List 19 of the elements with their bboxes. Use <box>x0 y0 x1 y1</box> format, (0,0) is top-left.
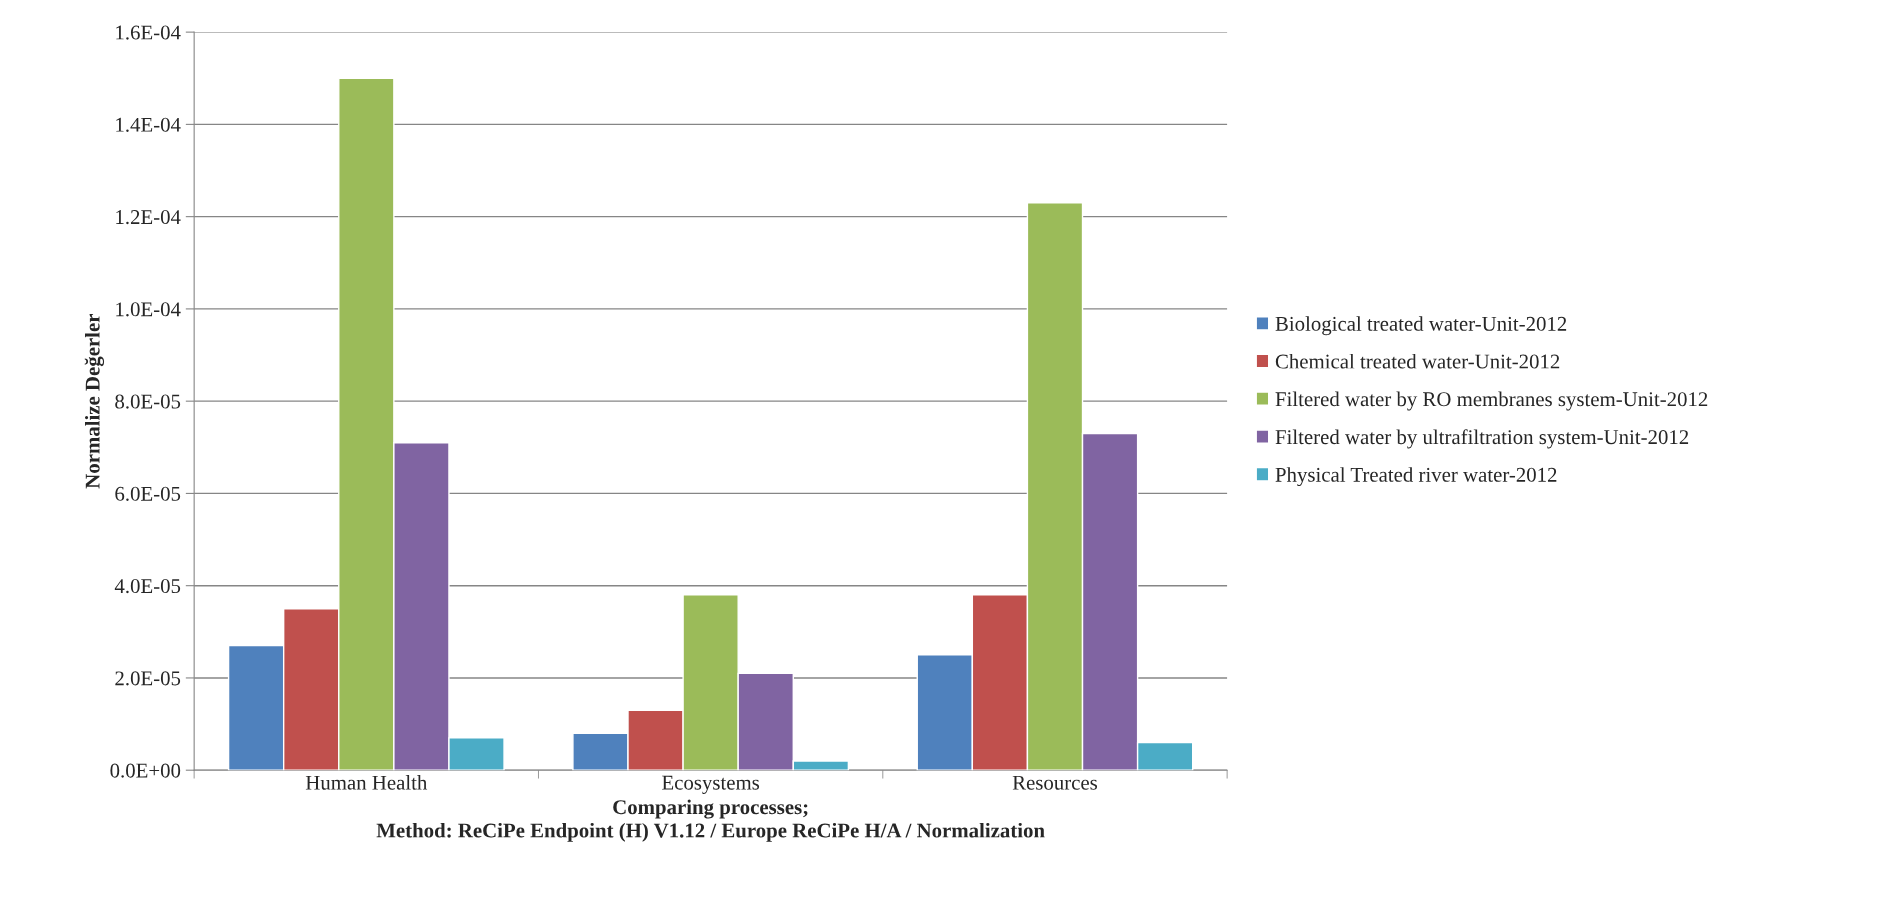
legend-label: Filtered water by RO membranes system-Unit-2012 <box>1275 391 1708 411</box>
legend-label: Biological treated water-Unit-2012 <box>1275 316 1567 336</box>
y-tick-label: 1.0E-04 <box>116 302 181 317</box>
y-tick-label: 4.0E-05 <box>114 579 181 594</box>
y-axis-title: Normalize Değerler <box>84 314 105 489</box>
y-tick-label: 1.4E-04 <box>116 117 181 132</box>
x-tick-label: Ecosystems <box>662 775 760 794</box>
legend-label: Filtered water by ultrafiltration system-Unit-2012 <box>1275 429 1689 449</box>
x-axis-title: Comparing processes; Method: ReCiPe Endpoint (H) V1.12 / Europe ReCiPe H/A / Normalization <box>376 799 1045 842</box>
y-tick-label: 2.0E-05 <box>115 671 181 686</box>
legend-label: Physical Treated river water-2012 <box>1275 467 1557 487</box>
x-tick-label: Resources <box>1012 775 1098 790</box>
x-tick-label: Human Health <box>305 775 428 790</box>
y-tick-label: 1.2E-04 <box>116 210 181 225</box>
legend-label: Chemical treated water-Unit-2012 <box>1275 353 1560 369</box>
y-tick-label: 1.6E-04 <box>116 25 181 40</box>
y-tick-label: 6.0E-05 <box>115 486 181 501</box>
y-tick-label: 0.0E+00 <box>110 763 181 778</box>
y-tick-label: 8.0E-05 <box>115 394 181 409</box>
